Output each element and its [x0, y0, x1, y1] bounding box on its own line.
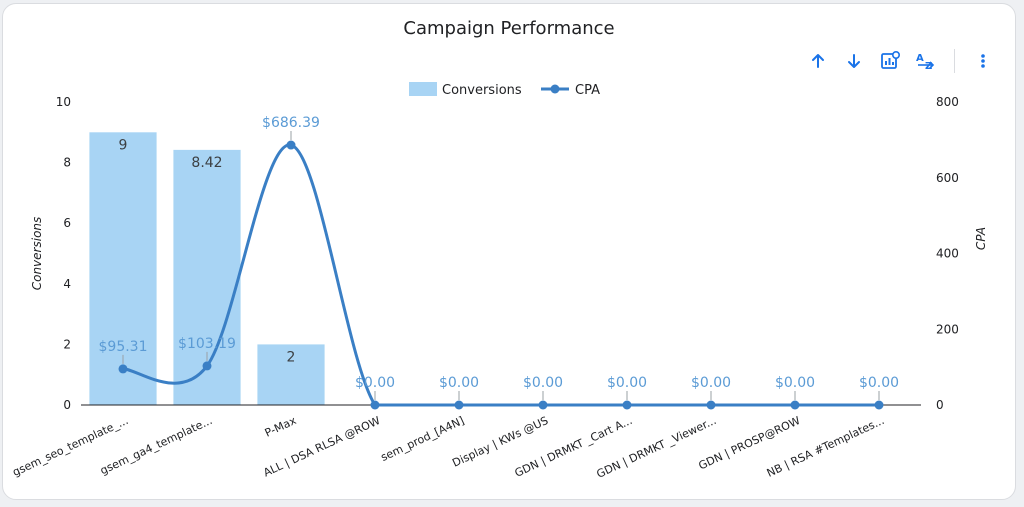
cpa-point — [454, 400, 464, 410]
chart-toolbar: A Z — [804, 48, 997, 74]
y2-axis-tick-label: 800 — [936, 95, 959, 109]
cpa-point — [622, 400, 632, 410]
cpa-point — [790, 400, 800, 410]
cpa-data-label: $95.31 — [99, 339, 148, 355]
toolbar-divider — [954, 49, 955, 73]
cpa-point — [370, 400, 380, 410]
conversions-bar — [257, 344, 325, 405]
cpa-data-label: $0.00 — [775, 375, 815, 391]
chart-settings-icon — [881, 51, 900, 69]
sort-az-button[interactable]: A Z — [912, 48, 940, 74]
cpa-data-label: $0.00 — [859, 375, 899, 391]
cpa-point — [874, 400, 884, 410]
y2-axis-title: CPA — [974, 227, 988, 250]
conversions-bar-label: 8.42 — [191, 155, 222, 171]
y-axis-tick-label: 10 — [56, 95, 71, 109]
sort-ascending-button[interactable] — [804, 48, 832, 74]
y-axis-tick-label: 6 — [63, 216, 71, 230]
sort-az-icon: A Z — [916, 53, 935, 71]
legend-label-cpa: CPA — [575, 83, 600, 98]
cpa-data-label: $686.39 — [262, 115, 320, 131]
y2-axis-tick-label: 600 — [936, 171, 959, 185]
chart-card: Campaign Performance A Z — [2, 3, 1016, 500]
cpa-data-label: $0.00 — [523, 375, 563, 391]
y-axis-tick-label: 2 — [63, 337, 71, 351]
conversions-bar-label: 9 — [119, 137, 128, 153]
cpa-data-label: $0.00 — [607, 375, 647, 391]
arrow-up-icon — [812, 54, 824, 68]
cpa-point — [538, 400, 548, 410]
y2-axis-tick-label: 200 — [936, 322, 959, 336]
y-axis-title: Conversions — [30, 217, 44, 291]
y-axis-tick-label: 4 — [63, 277, 71, 291]
more-options-button[interactable] — [969, 48, 997, 74]
cpa-data-label: $0.00 — [439, 375, 479, 391]
y2-axis-tick-label: 0 — [936, 398, 944, 412]
chart-title: Campaign Performance — [403, 18, 615, 39]
legend-label-conversions: Conversions — [442, 83, 522, 98]
cpa-point — [706, 400, 716, 410]
sort-descending-button[interactable] — [840, 48, 868, 74]
chart-settings-button[interactable] — [876, 48, 904, 74]
combo-chart: Conversions CPA 0 2 4 6 8 10 0 200 400 600 800 Conver… — [11, 82, 988, 481]
legend-swatch-cpa-marker — [550, 84, 560, 94]
cpa-point — [202, 361, 212, 371]
more-vertical-icon — [981, 54, 985, 68]
y-axis-tick-label: 8 — [63, 156, 71, 170]
conversions-bar-label: 2 — [287, 349, 296, 365]
y-axis-tick-label: 0 — [63, 398, 71, 412]
cpa-data-label: $0.00 — [355, 375, 395, 391]
conversions-bar — [89, 132, 157, 406]
cpa-line — [122, 143, 879, 407]
y2-axis-tick-label: 400 — [936, 247, 959, 261]
cpa-data-label: $0.00 — [691, 375, 731, 391]
svg-text:A: A — [916, 53, 924, 64]
cpa-data-label: $103.19 — [178, 336, 236, 352]
legend-swatch-conversions — [409, 82, 437, 96]
arrow-down-icon — [848, 54, 860, 68]
svg-text:Z: Z — [925, 61, 932, 71]
cpa-point — [118, 364, 128, 374]
cpa-point — [286, 140, 296, 150]
x-axis-tick-label: P-Max — [263, 414, 299, 440]
